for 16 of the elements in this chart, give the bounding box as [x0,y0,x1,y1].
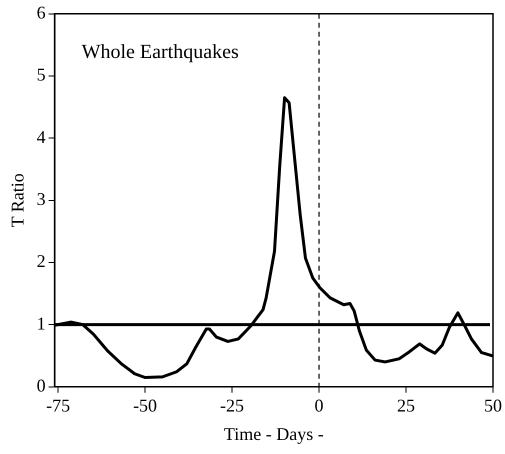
x-tick-label: 25 [397,395,416,416]
y-tick-label: 5 [36,64,46,85]
x-tick-label: 0 [314,395,324,416]
y-tick-label: 2 [36,251,46,272]
y-tick-label: 3 [36,189,46,210]
y-tick-label: 1 [36,313,46,334]
y-tick-label: 6 [36,2,46,23]
x-tick-label: -75 [46,395,70,416]
y-axis-title: T Ratio [8,173,28,228]
annotation: Whole Earthquakes [82,41,239,64]
y-tick-label: 0 [36,376,46,396]
x-tick-label: 50 [484,395,502,416]
x-tick-label: -50 [133,395,158,416]
x-axis-title: Time - Days - [224,424,324,444]
x-tick-label: -25 [220,395,244,416]
y-tick-label: 4 [36,126,46,147]
